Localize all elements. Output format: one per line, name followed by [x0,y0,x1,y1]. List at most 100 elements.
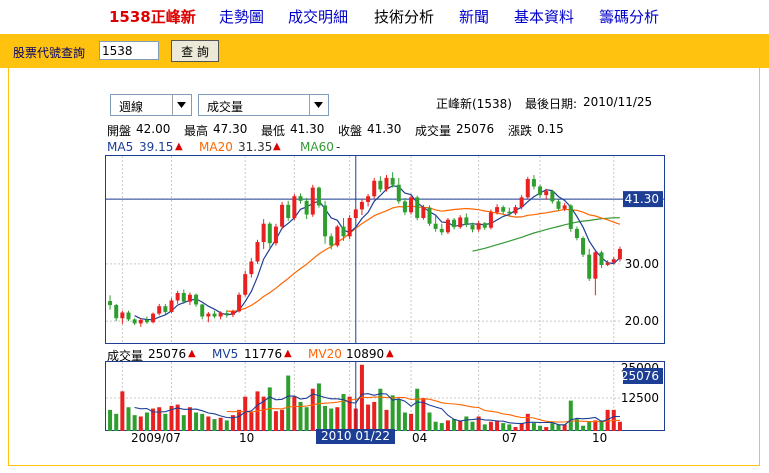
price-cursor-box [623,191,663,208]
mv20-label: MV20 [308,347,342,361]
candle-body [310,187,315,215]
ma5-label: MA5 [107,140,134,154]
volume-bar [249,412,254,431]
ma20-label: MA20 [199,140,233,154]
candle-body [538,186,543,196]
candle-body [605,262,610,265]
open-label: 開盤 [107,124,132,138]
volume-bar [108,409,113,431]
candle-body [347,218,352,237]
volume-bar [329,408,334,431]
candle-body [175,293,180,301]
price-axis-label: 41.30 [625,192,659,206]
volume-bar [335,407,340,431]
candle-body [617,248,622,260]
volume-bar [390,395,395,431]
candle-body [280,204,285,227]
volume-bar [513,427,518,431]
candle-body [421,207,426,218]
volume-bar [194,412,199,431]
candle-body [458,217,463,228]
nav-news[interactable]: 新聞 [459,8,490,26]
candle-body [273,226,278,244]
volume-bar [237,409,242,431]
volume-bar [574,419,579,431]
volume-bar [273,411,278,431]
volume-bar [562,424,567,431]
price-chart[interactable]: 41.30 30.00 20.00 [105,155,665,344]
volume-bar [464,416,469,431]
volume-bar [581,425,586,431]
x-tick-label: 2009/07 [131,431,181,445]
candle-body [599,252,604,265]
high-value: 47.30 [213,122,248,136]
candle-body [384,177,389,190]
candle-body [427,207,432,224]
change-value: 0.15 [537,122,564,136]
volume-bar [617,421,622,431]
volume-bar [476,416,481,431]
candle-body [243,274,248,295]
candle-body [218,313,223,317]
nav-chips-analysis[interactable]: 籌碼分析 [599,8,660,26]
candle-body [267,223,272,244]
indicator-select[interactable]: 成交量 [198,94,329,116]
candle-body [611,259,616,263]
candle-body [151,313,156,323]
candle-body [206,313,211,317]
candle-body [550,191,555,202]
high-label: 最高 [184,124,209,138]
volume-bar [163,413,168,431]
volume-bar [550,423,555,431]
candle-body [390,177,395,185]
stock-code-input[interactable] [99,41,159,60]
volume-bar [519,423,524,431]
nav-trend[interactable]: 走勢圖 [219,8,265,26]
candle-body [519,197,524,208]
nav-fundamentals[interactable]: 基本資料 [514,8,575,26]
volume-bar [151,408,156,431]
chevron-down-icon [172,95,191,115]
candle-body [372,180,377,197]
candle-body [378,180,383,190]
volume-bar [157,407,162,431]
candle-body [415,197,420,218]
candle-body [525,179,530,198]
nav-trade-detail[interactable]: 成交明細 [288,8,349,26]
nav-technical-analysis[interactable]: 技術分析 [374,8,435,26]
vol-value: 25076 [148,347,187,361]
candle-body [298,196,303,201]
candle-body [531,179,536,187]
candle-body [316,187,321,206]
candle-body [120,312,125,319]
volume-bar [280,409,285,431]
ma60-value: - [336,140,341,154]
volume-bar [114,413,119,431]
candle-body [249,261,254,275]
candle-body [329,236,334,246]
candle-body [359,201,364,210]
query-button[interactable]: 查 詢 [171,40,219,62]
ma5-value: 39.15 [139,140,174,154]
candle-body [169,300,174,312]
candle-body [132,319,137,324]
volume-bar [292,396,297,431]
candle-body [341,226,346,237]
candle-body [482,223,487,228]
mv5-value: 11776 [244,347,283,361]
volume-bar [556,424,561,431]
candle-body [114,305,119,319]
period-select[interactable]: 週線 [110,94,192,116]
candle-body [452,219,457,228]
candle-body [445,219,450,233]
volume-bar [402,412,407,431]
low-label: 最低 [261,124,286,138]
candle-body [513,207,518,214]
volume-bar [341,394,346,431]
volume-bar [378,388,383,431]
top-nav: 1538正峰新 走勢圖 成交明細 技術分析 新聞 基本資料 籌碼分析 [0,0,769,34]
candle-body [581,238,586,255]
candle-body [157,306,162,314]
vol-up-arrow-icon: ▲ [188,348,196,359]
